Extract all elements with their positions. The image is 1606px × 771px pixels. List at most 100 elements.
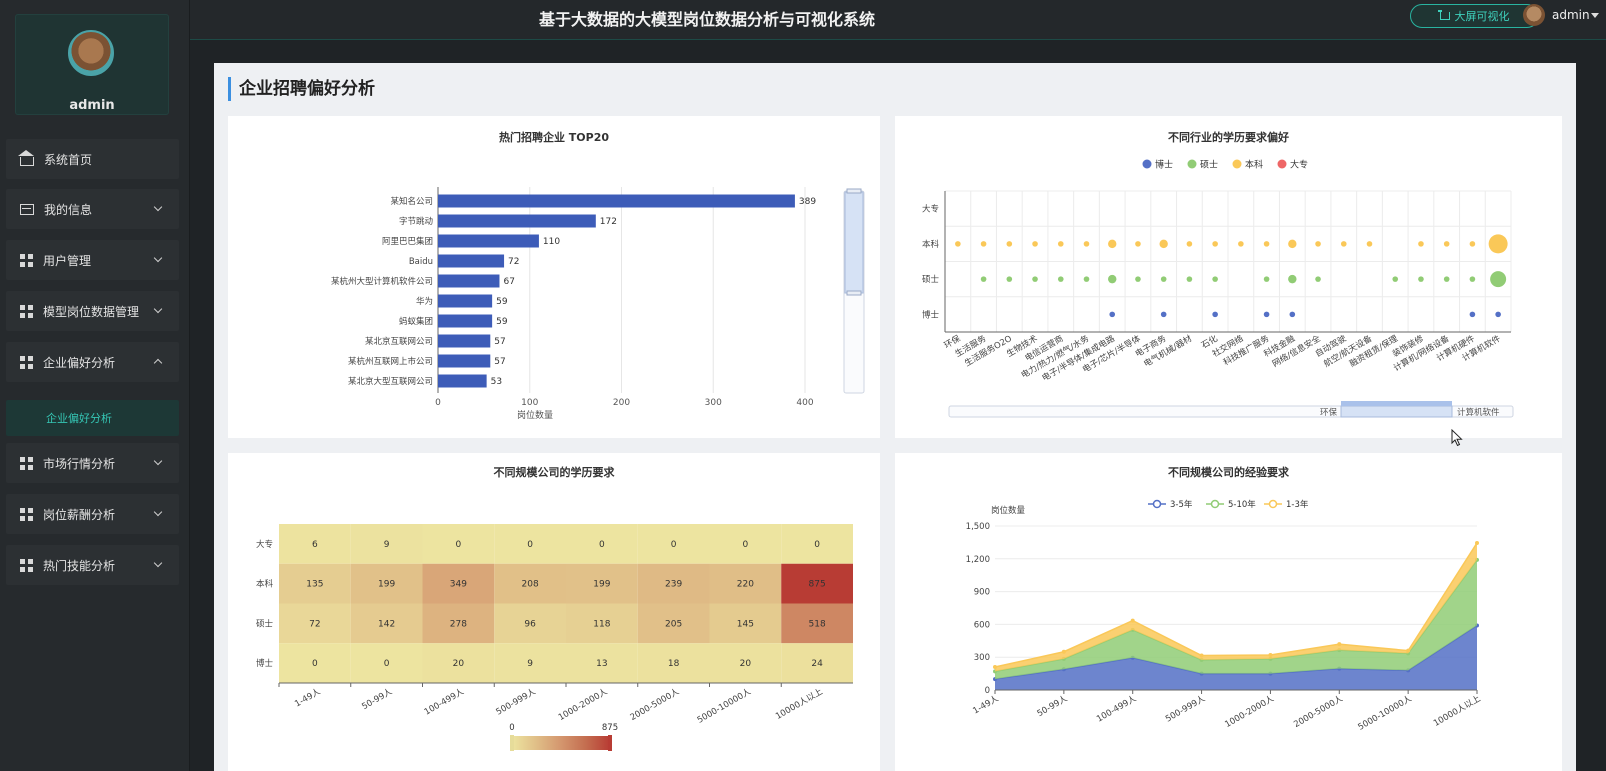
x-category-label: 5000-10000人 <box>696 687 754 726</box>
scatter-point <box>955 241 961 247</box>
scatter-point <box>1108 274 1117 284</box>
visual-map-handle <box>608 735 612 751</box>
sidebar-username: admin <box>69 98 115 113</box>
area-fill <box>995 625 1477 690</box>
sidebar-item-my-info[interactable]: 我的信息 <box>6 189 179 229</box>
zoom-slider-handle <box>846 188 862 194</box>
legend-marker <box>1152 499 1162 509</box>
scatter-point <box>1340 241 1347 247</box>
bar <box>438 194 795 208</box>
chevron-down-icon <box>153 558 163 568</box>
heatmap-cell-label: 199 <box>593 580 610 590</box>
sidebar-item-enterprise[interactable]: 企业偏好分析 <box>6 342 179 382</box>
scatter-point <box>1263 241 1270 247</box>
sidebar-item-users[interactable]: 用户管理 <box>6 240 179 280</box>
sidebar-item-job-data[interactable]: 模型岗位数据管理 <box>6 291 179 331</box>
chevron-down-icon <box>153 202 163 212</box>
grid-icon <box>20 507 33 521</box>
data-point <box>1475 540 1479 545</box>
grid-icon <box>20 558 33 572</box>
heatmap-cell-label: 0 <box>384 659 390 669</box>
scatter-point <box>1443 241 1450 247</box>
legend-marker <box>1232 159 1242 169</box>
sidebar-subitem-label: 企业偏好分析 <box>46 412 112 425</box>
header-avatar[interactable] <box>1523 4 1545 26</box>
legend-label: 博士 <box>1155 159 1173 171</box>
sidebar-item-label: 我的信息 <box>44 202 93 217</box>
data-point <box>1199 653 1204 658</box>
y-category-label: 字节跳动 <box>399 216 434 227</box>
y-category-label: 硕士 <box>256 618 274 629</box>
bar-chart: 0 100 200 300 400 某知名公司 389 字节跳动 172 阿里巴巴集团 110 Bai… <box>331 187 865 421</box>
scatter-point <box>1186 241 1193 247</box>
x-axis-label: 岗位数量 <box>517 409 553 421</box>
bar-value-label: 59 <box>496 317 508 327</box>
y-category-label: 某知名公司 <box>390 196 433 207</box>
heatmap-cell-label: 18 <box>668 659 680 669</box>
heatmap-cell-label: 0 <box>527 540 533 550</box>
visual-map-max: 875 <box>602 723 618 733</box>
sidebar-subitem-enterprise-preference[interactable]: 企业偏好分析 <box>6 400 179 436</box>
sidebar-item-label: 系统首页 <box>44 152 93 167</box>
heatmap-cell <box>279 563 351 604</box>
sidebar-item-market[interactable]: 市场行情分析 <box>6 443 179 483</box>
caret-down-icon[interactable] <box>1591 13 1599 18</box>
zoom-start-label: 环保 <box>1320 407 1338 418</box>
x-category-label: 2000-5000人 <box>629 687 682 723</box>
y-category-label: 本科 <box>922 239 940 250</box>
heatmap-cell <box>637 563 710 604</box>
header-username[interactable]: admin <box>1552 8 1590 22</box>
scatter-point <box>1495 311 1501 318</box>
heatmap-cell <box>422 563 495 604</box>
scatter-point <box>1159 239 1168 249</box>
sidebar-item-label: 用户管理 <box>43 253 92 268</box>
heatmap-cell-label: 349 <box>450 580 467 590</box>
heatmap-cell <box>709 524 782 564</box>
scatter-point <box>1488 234 1508 254</box>
scatter-point <box>1263 276 1270 282</box>
area-fill <box>995 559 1477 680</box>
heatmap-cell-label: 96 <box>524 619 536 629</box>
heatmap-cell <box>781 563 853 604</box>
y-tick-label: 600 <box>974 620 990 630</box>
app-title: 基于大数据的大模型岗位数据分析与可视化系统 <box>538 10 875 29</box>
chevron-down-icon <box>153 507 163 517</box>
scatter-point <box>1083 241 1090 247</box>
scatter-point <box>1057 241 1064 247</box>
x-category-label: 10000人以上 <box>1432 694 1483 729</box>
scatter-point <box>1057 276 1064 282</box>
user-card: admin <box>15 14 169 115</box>
legend-label: 1-3年 <box>1286 499 1309 510</box>
heatmap-cell <box>566 603 638 644</box>
heatmap-cell <box>566 643 638 683</box>
heatmap-cell <box>279 524 351 564</box>
heatmap-cell <box>279 603 351 644</box>
bar <box>438 254 505 268</box>
avatar[interactable] <box>68 30 114 76</box>
y-category-label: 某北京互联网公司 <box>365 336 433 347</box>
bar <box>438 234 539 248</box>
bar-value-label: 72 <box>508 257 519 267</box>
sidebar-item-salary[interactable]: 岗位薪酬分析 <box>6 494 179 534</box>
scatter-point <box>1160 276 1167 282</box>
heatmap-cell-label: 0 <box>814 540 820 550</box>
heatmap-cell-label: 118 <box>593 619 610 629</box>
bar-value-label: 57 <box>494 337 505 347</box>
home-icon <box>18 150 34 166</box>
zoom-slider-handle <box>846 290 862 296</box>
sidebar-item-home[interactable]: 系统首页 <box>6 139 179 179</box>
bar-value-label: 389 <box>799 197 816 207</box>
bigscreen-button[interactable]: 大屏可视化 <box>1410 4 1539 28</box>
scatter-point <box>1006 276 1013 282</box>
area-fill <box>995 542 1477 672</box>
heatmap-cell <box>494 524 566 564</box>
legend-marker <box>1142 159 1152 169</box>
x-category-label: 50-99人 <box>360 687 394 713</box>
x-tick-label: 200 <box>613 398 630 408</box>
bar <box>438 314 493 328</box>
legend-label: 硕士 <box>1200 159 1218 171</box>
y-category-label: 阿里巴巴集团 <box>382 236 433 247</box>
x-category-label: 500-999人 <box>495 687 539 718</box>
sidebar-item-skills[interactable]: 热门技能分析 <box>6 545 179 585</box>
heatmap-cell <box>350 603 423 644</box>
